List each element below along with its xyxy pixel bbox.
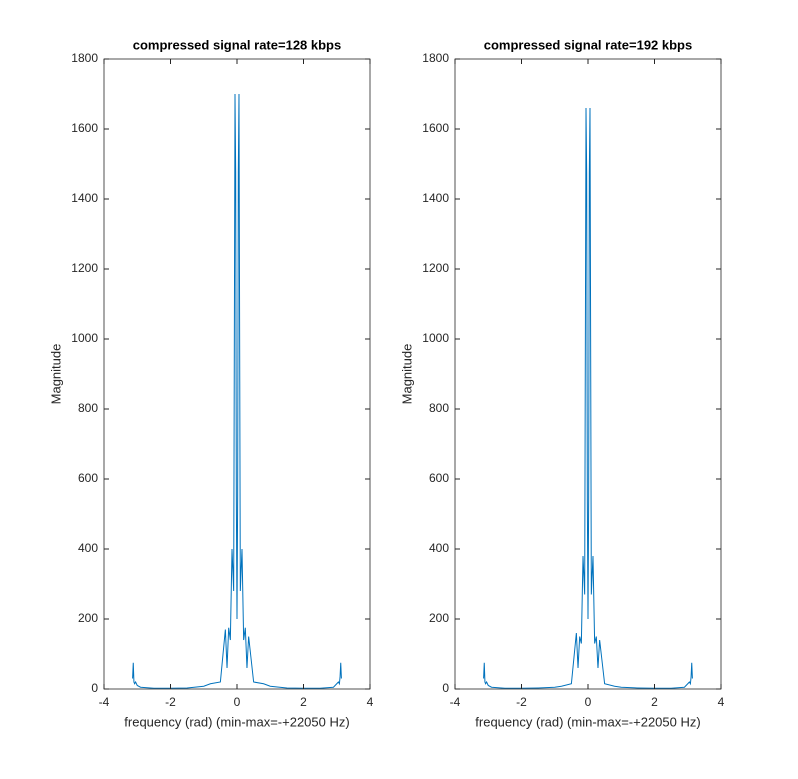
y-tick-label: 1400 — [71, 191, 98, 205]
x-tick-label: 0 — [585, 695, 592, 709]
spectrum-line — [132, 93, 342, 689]
x-tick-label: -2 — [165, 695, 176, 709]
y-tick-label: 800 — [429, 401, 449, 415]
y-tick-label: 600 — [78, 471, 98, 485]
y-axis-label: Magnitude — [48, 344, 63, 405]
x-axis-label: frequency (rad) (min-max=-+22050 Hz) — [124, 714, 349, 729]
y-axis-label: Magnitude — [399, 344, 414, 405]
y-tick-label: 1600 — [422, 121, 449, 135]
chart-title: compressed signal rate=192 kbps — [484, 37, 692, 52]
y-tick-label: 1200 — [422, 261, 449, 275]
y-tick-label: 800 — [78, 401, 98, 415]
x-tick-label: 0 — [234, 695, 241, 709]
x-tick-label: 4 — [718, 695, 725, 709]
chart-title: compressed signal rate=128 kbps — [133, 37, 341, 52]
y-tick-label: 1800 — [422, 51, 449, 65]
y-tick-label: 1200 — [71, 261, 98, 275]
x-tick-label: 4 — [367, 695, 374, 709]
x-tick-label: 2 — [300, 695, 307, 709]
y-tick-label: 1400 — [422, 191, 449, 205]
y-tick-label: 0 — [91, 681, 98, 695]
y-tick-label: 600 — [429, 471, 449, 485]
y-tick-label: 1000 — [71, 331, 98, 345]
x-tick-label: 2 — [651, 695, 658, 709]
y-tick-label: 200 — [78, 611, 98, 625]
x-tick-label: -4 — [450, 695, 461, 709]
y-tick-label: 1000 — [422, 331, 449, 345]
y-tick-label: 400 — [429, 541, 449, 555]
y-tick-label: 400 — [78, 541, 98, 555]
y-tick-label: 0 — [442, 681, 449, 695]
x-tick-label: -4 — [99, 695, 110, 709]
x-axis-label: frequency (rad) (min-max=-+22050 Hz) — [475, 714, 700, 729]
y-tick-label: 1800 — [71, 51, 98, 65]
y-tick-label: 1600 — [71, 121, 98, 135]
spectrum-line — [483, 107, 693, 689]
x-tick-label: -2 — [516, 695, 527, 709]
y-tick-label: 200 — [429, 611, 449, 625]
